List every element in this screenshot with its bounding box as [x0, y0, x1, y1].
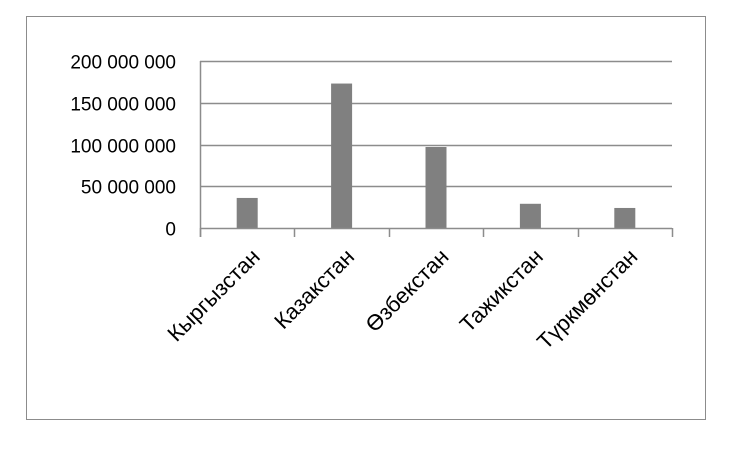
y-tick-label: 150 000 000	[70, 95, 176, 116]
y-tick-label: 50 000 000	[81, 178, 176, 199]
y-tick-label: 0	[165, 220, 176, 241]
bar	[236, 197, 258, 228]
x-category-label: Казакстан	[269, 244, 359, 334]
chart-frame	[26, 16, 706, 420]
x-category-label: Өзбекстан	[360, 244, 453, 337]
y-tick-label: 100 000 000	[70, 137, 176, 158]
bar	[614, 207, 636, 228]
x-category-label: Кыргызстан	[162, 244, 264, 346]
bar	[331, 83, 353, 228]
axes	[199, 61, 674, 237]
labels: 0 50 000 000 100 000 000 150 000 000 200 000…	[70, 53, 642, 355]
x-category-label: Тажикстан	[455, 244, 548, 337]
y-tick-label: 200 000 000	[70, 53, 176, 74]
bar	[519, 203, 541, 228]
bars	[236, 83, 636, 228]
x-category-label: Түркмөнстан	[532, 244, 642, 354]
bar	[425, 147, 447, 228]
